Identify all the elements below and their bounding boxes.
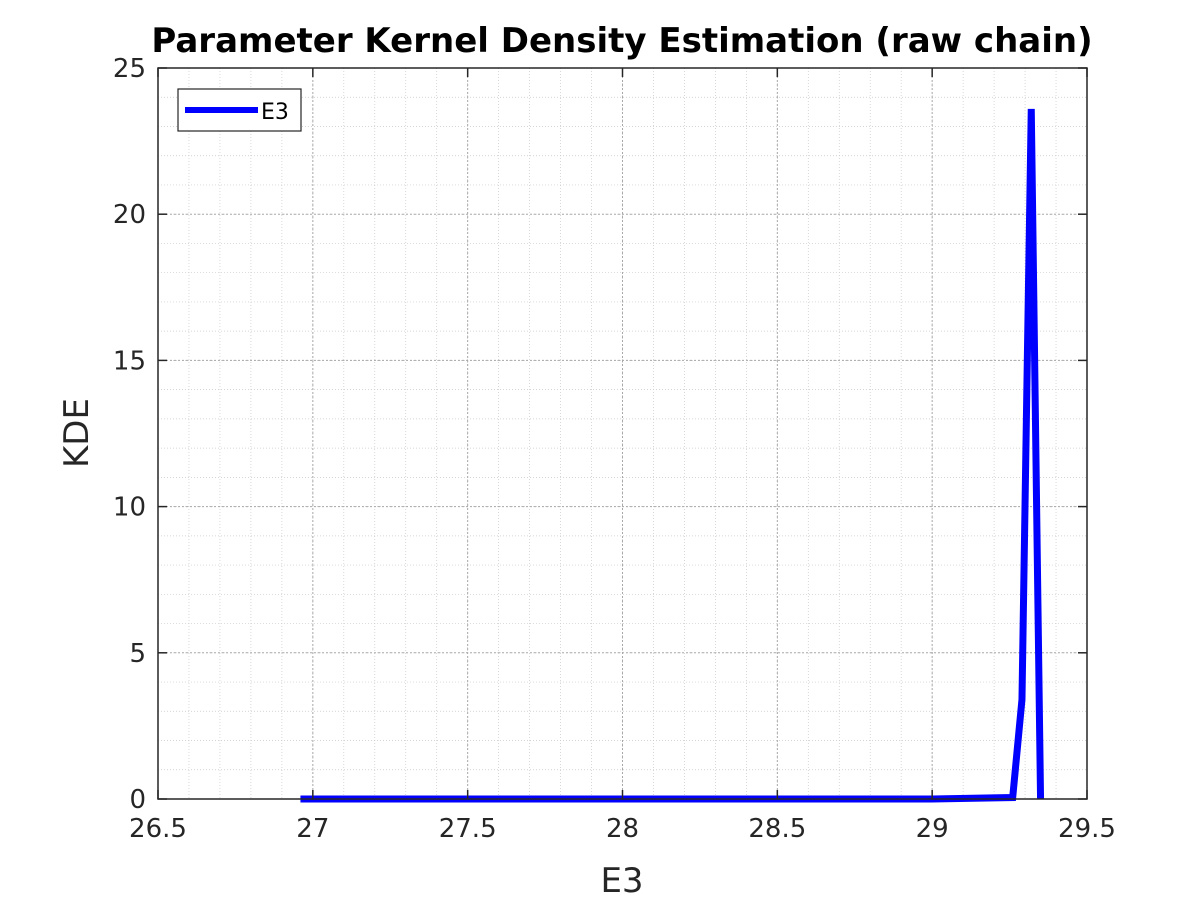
x-tick-label: 29.5 bbox=[1058, 814, 1116, 844]
y-tick-label: 5 bbox=[129, 639, 146, 669]
x-tick-label: 29 bbox=[916, 814, 949, 844]
y-tick-label: 0 bbox=[129, 785, 146, 815]
chart-title: Parameter Kernel Density Estimation (raw… bbox=[151, 21, 1092, 61]
x-axis-ticks: 26.5 27 27.5 28 28.5 29 29.5 bbox=[129, 68, 1116, 844]
plot-area: 26.5 27 27.5 28 28.5 29 29.5 0 5 10 15 20 25 bbox=[113, 54, 1116, 844]
x-tick-label: 27.5 bbox=[439, 814, 497, 844]
x-tick-label: 28 bbox=[606, 814, 639, 844]
y-tick-label: 20 bbox=[113, 200, 146, 230]
y-tick-label: 25 bbox=[113, 54, 146, 84]
y-tick-label: 10 bbox=[113, 493, 146, 523]
x-tick-label: 26.5 bbox=[129, 814, 187, 844]
legend: E3 bbox=[177, 88, 302, 132]
legend-label: E3 bbox=[261, 100, 289, 125]
x-tick-label: 28.5 bbox=[748, 814, 806, 844]
y-tick-label: 15 bbox=[113, 346, 146, 376]
y-axis-label: KDE bbox=[57, 398, 97, 468]
x-tick-label: 27 bbox=[296, 814, 329, 844]
x-axis-label: E3 bbox=[600, 861, 643, 900]
y-axis-ticks: 0 5 10 15 20 25 bbox=[113, 54, 1087, 815]
